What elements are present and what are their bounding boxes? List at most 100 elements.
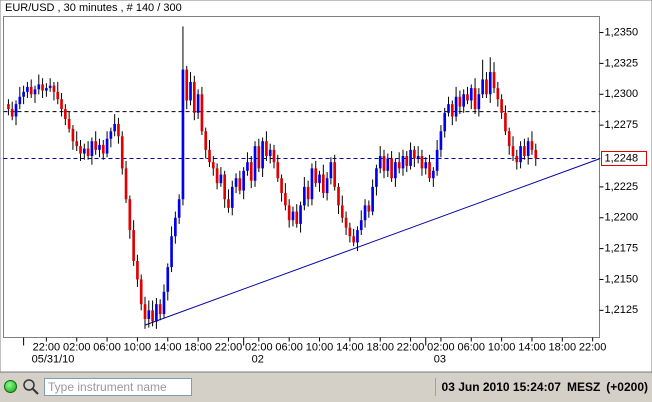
- candle-body: [424, 162, 428, 169]
- connection-indicator: [4, 380, 17, 393]
- candle-body: [526, 141, 530, 157]
- candle-body: [98, 144, 101, 150]
- candle-body: [295, 211, 299, 224]
- candle-body: [420, 156, 424, 169]
- candle-body: [428, 162, 431, 179]
- candle-body: [413, 149, 416, 159]
- last-price-box: [601, 150, 647, 166]
- x-tick-label: 06:00: [458, 341, 486, 353]
- candle-body: [234, 178, 238, 187]
- candle-body: [473, 88, 477, 110]
- candle-body: [215, 168, 219, 184]
- y-tick-label: 1,2225: [605, 181, 639, 193]
- candle-body: [511, 146, 515, 157]
- candle-body: [356, 230, 359, 243]
- candle-body: [306, 186, 310, 200]
- x-tick-label: 06:00: [93, 341, 121, 353]
- candle-body: [352, 236, 355, 243]
- candle-body: [33, 89, 37, 95]
- candle-body: [488, 72, 492, 95]
- candle-body: [26, 86, 29, 92]
- instrument-search[interactable]: Type instrument name: [44, 378, 192, 396]
- candle-body: [22, 91, 25, 97]
- candle-body: [314, 168, 318, 184]
- candle-body: [143, 304, 147, 319]
- datetime: 03 Jun 2010 15:24:07: [441, 380, 561, 394]
- candle-body: [128, 199, 132, 231]
- candle-body: [41, 84, 44, 91]
- candle-body: [56, 91, 60, 100]
- date-label: 05/31/10: [32, 353, 75, 365]
- candle-body: [113, 123, 116, 132]
- candle-body: [82, 148, 86, 154]
- candle-body: [500, 99, 503, 113]
- candle-body: [37, 84, 41, 90]
- candle-body: [48, 85, 52, 89]
- x-tick-label: 18:00: [366, 341, 394, 353]
- candle-body: [249, 162, 253, 181]
- candle-body: [504, 112, 507, 132]
- candle-body: [359, 220, 363, 231]
- tz-offset: (+0200): [606, 380, 648, 394]
- candle-body: [371, 186, 374, 212]
- candle-body: [185, 69, 189, 101]
- candle-body: [261, 141, 264, 169]
- candle-body: [181, 69, 185, 200]
- candle-body: [14, 104, 18, 117]
- candle-body: [10, 109, 14, 117]
- candle-body: [439, 131, 443, 150]
- candle-body: [75, 141, 79, 147]
- status-bar: Type instrument name 03 Jun 2010 15:24:0…: [0, 372, 652, 402]
- candle-body: [378, 156, 382, 169]
- candle-body: [18, 96, 22, 105]
- candle-body: [105, 138, 109, 154]
- chart-title: EUR/USD , 30 minutes , # 140 / 300: [5, 2, 182, 14]
- candle-body: [132, 230, 135, 261]
- candle-body: [219, 174, 223, 184]
- y-tick-label: 1,2300: [605, 88, 639, 100]
- candle-body: [367, 205, 371, 212]
- candle-body: [64, 109, 67, 119]
- candle-body: [227, 199, 230, 208]
- candle-body: [458, 96, 462, 107]
- candle-body: [394, 162, 397, 179]
- candle-body: [515, 156, 519, 163]
- x-tick-label: 22:00: [215, 341, 243, 353]
- candle-body: [86, 148, 90, 157]
- candle-body: [435, 149, 439, 171]
- candle-body: [71, 128, 75, 142]
- candle-body: [151, 310, 154, 322]
- x-tick-label: 22:00: [397, 341, 425, 353]
- y-tick-label: 1,2175: [605, 243, 639, 255]
- candle-body: [325, 178, 329, 194]
- candle-body: [94, 141, 98, 150]
- date-label: 02: [252, 353, 264, 365]
- candle-body: [230, 186, 234, 208]
- candle-body: [280, 178, 283, 194]
- candle-body: [174, 217, 177, 237]
- x-tick-label: 10:00: [124, 341, 152, 353]
- candle-body: [192, 81, 196, 113]
- candle-body: [492, 72, 496, 89]
- candle-body: [67, 118, 71, 129]
- candle-body: [265, 141, 268, 157]
- candle-body: [101, 144, 105, 154]
- candle-body: [246, 162, 249, 171]
- date-label: 03: [434, 353, 446, 365]
- candle-body: [481, 79, 484, 95]
- candle-body: [397, 162, 401, 169]
- plot-frame: [3, 16, 600, 338]
- candle-body: [268, 149, 272, 157]
- candle-body: [496, 88, 500, 100]
- candle-body: [340, 205, 344, 218]
- x-tick-label: 06:00: [275, 341, 303, 353]
- y-tick-label: 1,2200: [605, 212, 639, 224]
- clock: 03 Jun 2010 15:24:07 MESZ (+0200): [434, 378, 648, 396]
- candle-body: [432, 170, 435, 179]
- candle-body: [534, 149, 538, 159]
- trend-line: [144, 158, 601, 326]
- search-icon[interactable]: [22, 378, 40, 396]
- candle-body: [272, 149, 276, 163]
- candle-body: [450, 104, 454, 117]
- candle-body: [79, 146, 82, 154]
